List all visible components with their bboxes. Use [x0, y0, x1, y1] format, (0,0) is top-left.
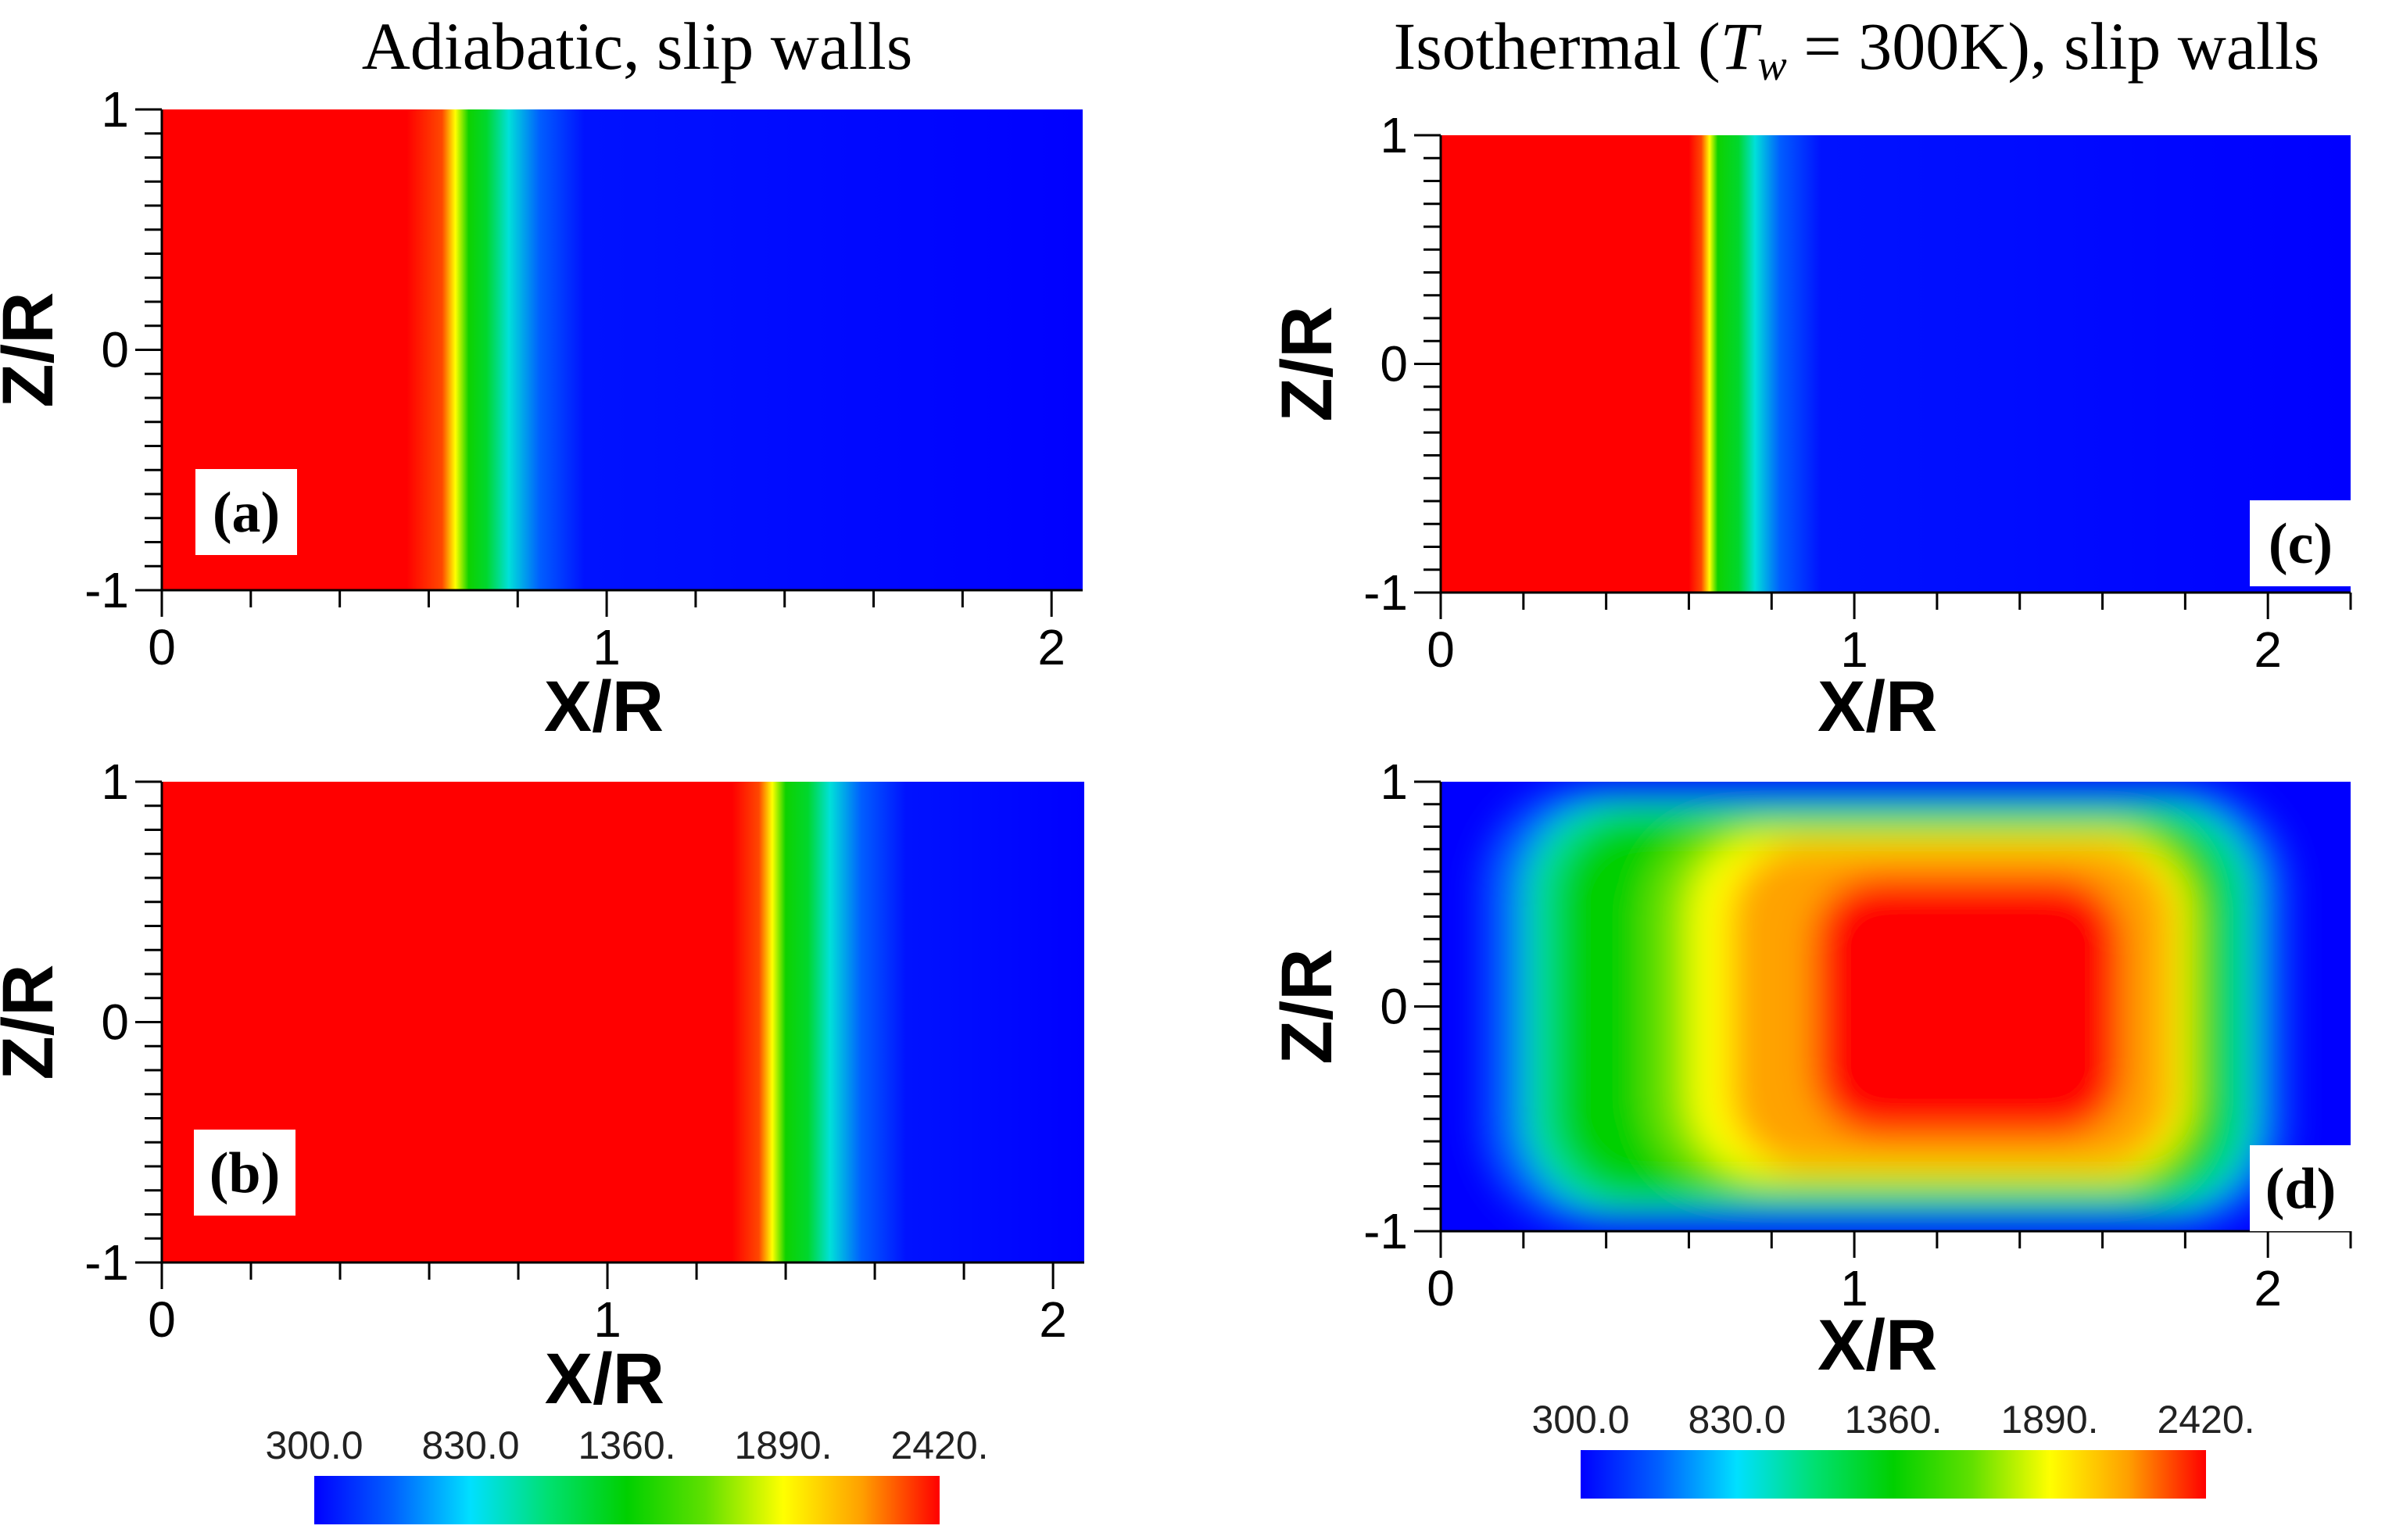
panel-label: (a) — [213, 481, 280, 545]
colorbar-tick-label: 1360. — [578, 1424, 675, 1467]
colorbar-gradient — [314, 1476, 940, 1524]
x-tick-label: 0 — [1427, 1260, 1455, 1316]
title-right-suffix: = 300K), slip walls — [1787, 9, 2320, 84]
x-tick-label: 2 — [1037, 619, 1065, 675]
panel-a: 0 1 2 1 0 -1 X/R Z/R (a) — [0, 81, 1083, 747]
panel-label: (c) — [2269, 512, 2333, 576]
y-tick-label: -1 — [1363, 1203, 1408, 1259]
y-tick-label: 1 — [101, 754, 129, 810]
y-axis-label: Z/R — [0, 964, 68, 1080]
x-axis-label: X/R — [1817, 1305, 1937, 1385]
colorbar-tick-label: 1360. — [1844, 1398, 1942, 1442]
y-tick-label: 0 — [1380, 979, 1408, 1035]
x-tick-label: 0 — [148, 619, 176, 675]
x-tick-label: 0 — [148, 1291, 176, 1348]
x-axis-label: X/R — [545, 1339, 664, 1419]
panel-label-box — [2250, 1145, 2351, 1231]
title-right-T: T — [1721, 9, 1762, 84]
y-axis-label: Z/R — [1267, 306, 1347, 421]
y-tick-label: 1 — [1380, 754, 1408, 810]
title-right-prefix: Isothermal ( — [1394, 9, 1721, 84]
colorbar-left: 300.0 830.0 1360. 1890. 2420. — [265, 1424, 989, 1524]
title-left: Adiabatic, slip walls — [362, 9, 913, 84]
x-tick-label: 1 — [1840, 621, 1868, 678]
panel-label: (d) — [2265, 1157, 2336, 1221]
colorbar-tick-label: 830.0 — [421, 1424, 519, 1467]
colorbar-tick-label: 2420. — [2157, 1398, 2254, 1442]
y-axis-label: Z/R — [1267, 948, 1347, 1064]
panel-c: 0 1 2 1 0 -1 X/R Z/R (c) — [1267, 107, 2352, 747]
title-right: Isothermal (Tw = 300K), slip walls — [1394, 9, 2320, 90]
temperature-field — [162, 782, 1084, 1262]
colorbar-right: 300.0 830.0 1360. 1890. 2420. — [1531, 1398, 2255, 1499]
x-tick-label: 1 — [1840, 1260, 1868, 1316]
temperature-field — [1441, 135, 2351, 593]
y-tick-label: 0 — [101, 994, 129, 1051]
panel-label: (b) — [210, 1141, 280, 1205]
y-axis-label: Z/R — [0, 292, 68, 407]
x-tick-label: 1 — [593, 1291, 621, 1348]
colorbar-tick-label: 300.0 — [265, 1424, 363, 1467]
isotherm-layer-6 — [1813, 876, 2123, 1137]
x-tick-label: 2 — [1039, 1291, 1067, 1348]
x-tick-label: 2 — [2254, 1260, 2282, 1316]
ticks — [135, 780, 1055, 1289]
x-tick-label: 0 — [1427, 621, 1455, 678]
colorbar-tick-label: 1890. — [2000, 1398, 2098, 1442]
y-tick-label: -1 — [1363, 564, 1408, 621]
ticks — [135, 108, 1053, 617]
colorbar-tick-label: 1890. — [734, 1424, 832, 1467]
x-axis-label: X/R — [544, 667, 664, 747]
x-tick-label: 1 — [593, 619, 621, 675]
ticks — [1414, 780, 2352, 1258]
x-tick-label: 2 — [2254, 621, 2282, 678]
title-right-sub: w — [1757, 41, 1786, 90]
y-tick-label: 1 — [1380, 107, 1408, 163]
panel-d: 0 1 2 1 0 -1 X/R Z/R (d) — [1267, 754, 2352, 1385]
temperature-field — [162, 109, 1083, 590]
panel-label-box — [195, 469, 297, 555]
colorbar-tick-label: 830.0 — [1688, 1398, 1785, 1442]
y-tick-label: 0 — [1380, 336, 1408, 392]
colorbar-tick-label: 300.0 — [1531, 1398, 1629, 1442]
colorbar-tick-label: 2420. — [890, 1424, 988, 1467]
y-tick-label: -1 — [84, 562, 129, 618]
panel-label-box — [2250, 500, 2351, 586]
panel-label-box — [194, 1130, 295, 1216]
panel-b: 0 1 2 1 0 -1 X/R Z/R (b) — [0, 754, 1084, 1419]
y-tick-label: 0 — [101, 322, 129, 378]
colorbar-gradient — [1581, 1450, 2206, 1499]
temperature-field — [1441, 782, 2351, 1231]
x-axis-label: X/R — [1817, 667, 1937, 747]
ticks — [1414, 134, 2352, 619]
y-tick-label: 1 — [101, 81, 129, 138]
y-tick-label: -1 — [84, 1234, 129, 1291]
